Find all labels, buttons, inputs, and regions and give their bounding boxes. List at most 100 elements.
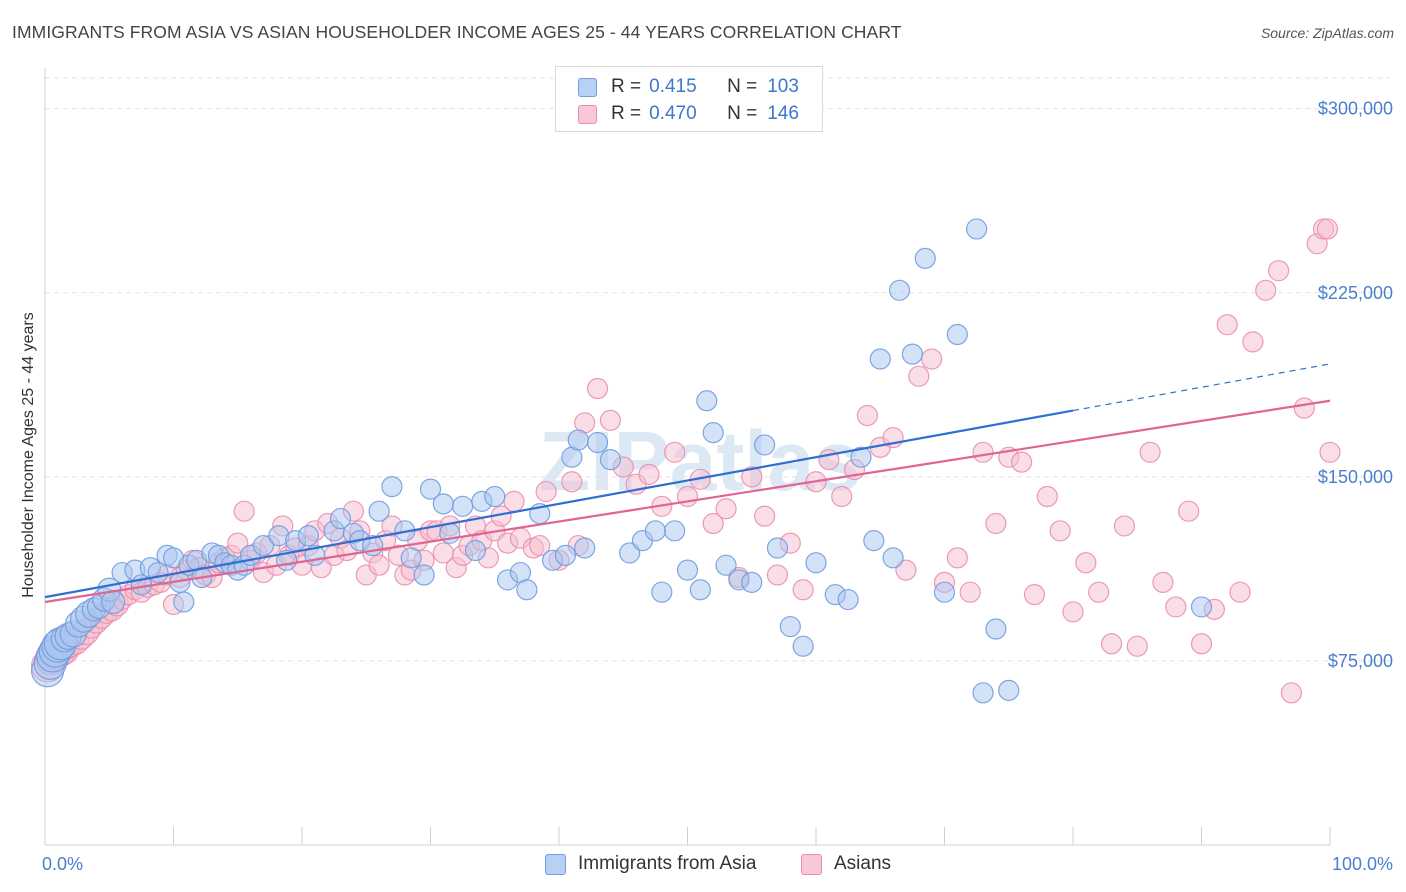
point-asians (1190, 633, 1213, 655)
point-immigrants (696, 390, 718, 412)
point-asians (1100, 633, 1123, 655)
point-immigrants (901, 343, 923, 365)
y-tick-label: $300,000 (1318, 99, 1393, 119)
point-immigrants (574, 537, 596, 559)
bottom-legend-immigrants: Immigrants from Asia (545, 852, 756, 876)
point-immigrants (837, 588, 859, 611)
point-asians (1126, 635, 1148, 657)
legend-n-value: 103 (767, 76, 799, 97)
point-immigrants (741, 571, 763, 593)
point-asians (1178, 500, 1200, 522)
point-asians (561, 471, 583, 493)
legend-row-asians: R = 0.470 N = 146 (578, 102, 799, 126)
source-label: Source: ZipAtlas.com (1260, 25, 1394, 41)
point-immigrants (882, 547, 904, 569)
point-asians (1152, 571, 1174, 593)
point-immigrants (452, 495, 474, 517)
point-asians (638, 463, 660, 485)
point-immigrants (619, 542, 641, 564)
point-immigrants (850, 446, 872, 468)
point-asians (1242, 331, 1264, 353)
point-asians (972, 441, 994, 463)
legend-row-immigrants: R = 0.415 N = 103 (578, 75, 799, 99)
point-asians (535, 480, 557, 503)
point-asians (1049, 520, 1071, 542)
point-immigrants (863, 530, 885, 552)
point-asians (586, 377, 609, 400)
point-immigrants (966, 218, 988, 240)
point-immigrants (805, 552, 827, 574)
point-immigrants (644, 520, 666, 542)
point-immigrants (381, 476, 403, 498)
point-asians (1319, 441, 1341, 463)
point-immigrants (554, 544, 577, 566)
point-immigrants (946, 323, 968, 346)
point-immigrants (914, 247, 936, 269)
point-asians (1023, 584, 1046, 606)
y-tick-label: $225,000 (1318, 283, 1393, 303)
y-tick-label: $150,000 (1318, 467, 1393, 487)
point-asians (959, 581, 981, 603)
point-immigrants (676, 559, 699, 581)
point-immigrants (419, 478, 442, 500)
point-immigrants (516, 579, 538, 601)
point-immigrants (101, 589, 126, 615)
bottom-legend-label-asians: Asians (834, 853, 892, 874)
axis-labels: $75,000 $150,000 $225,000 $300,000 0.0% 100.0… (20, 99, 1393, 874)
series-immigrants-points (30, 218, 1213, 704)
legend: R = 0.415 N = 103 R = 0.470 N = 146 (555, 66, 823, 132)
trend-lines (44, 363, 1331, 604)
point-immigrants (252, 534, 275, 557)
point-asians (1088, 581, 1110, 603)
point-asians (1062, 601, 1084, 623)
legend-swatch-pink (578, 104, 597, 124)
trend-line-immigrants (44, 409, 1074, 599)
point-asians (1010, 451, 1033, 473)
point-asians (741, 466, 763, 488)
point-asians (664, 441, 686, 463)
point-immigrants (869, 348, 891, 370)
trend-line-asians (44, 399, 1331, 604)
point-asians (227, 532, 249, 554)
grid-lines (45, 77, 1390, 662)
point-immigrants (599, 449, 622, 471)
legend-r-value: 0.415 (649, 76, 697, 97)
point-asians (946, 547, 968, 569)
point-asians (233, 500, 255, 522)
point-immigrants (753, 434, 776, 456)
point-asians (599, 409, 622, 431)
point-immigrants (329, 507, 352, 530)
point-immigrants (664, 520, 686, 542)
point-immigrants (933, 581, 956, 603)
point-asians (1075, 552, 1097, 574)
point-asians (792, 579, 814, 601)
point-asians (766, 564, 789, 586)
y-axis-label: Householder Income Ages 25 - 44 years (20, 312, 37, 598)
point-asians (503, 490, 525, 512)
legend-swatch-blue (578, 77, 597, 97)
point-immigrants (173, 591, 195, 613)
point-asians (715, 498, 737, 520)
point-immigrants (651, 581, 673, 603)
point-immigrants (702, 422, 724, 444)
point-asians (1165, 596, 1187, 618)
point-asians (529, 534, 551, 557)
trend-line-immigrants-extension (1072, 363, 1331, 412)
legend-r-label: R = (611, 103, 642, 124)
point-asians (1316, 218, 1339, 240)
point-asians (1255, 279, 1277, 301)
point-asians (908, 365, 930, 387)
point-asians (1113, 515, 1136, 537)
point-immigrants (1190, 596, 1213, 618)
legend-n-label: N = (727, 103, 758, 124)
point-immigrants (484, 485, 506, 508)
x-tick-label: 0.0% (42, 854, 83, 874)
axes (44, 68, 1331, 846)
point-immigrants (689, 579, 711, 601)
point-asians (1036, 485, 1058, 508)
legend-r-value: 0.470 (649, 103, 697, 124)
point-asians (1267, 260, 1290, 282)
point-asians (702, 512, 724, 535)
point-asians (895, 559, 917, 581)
